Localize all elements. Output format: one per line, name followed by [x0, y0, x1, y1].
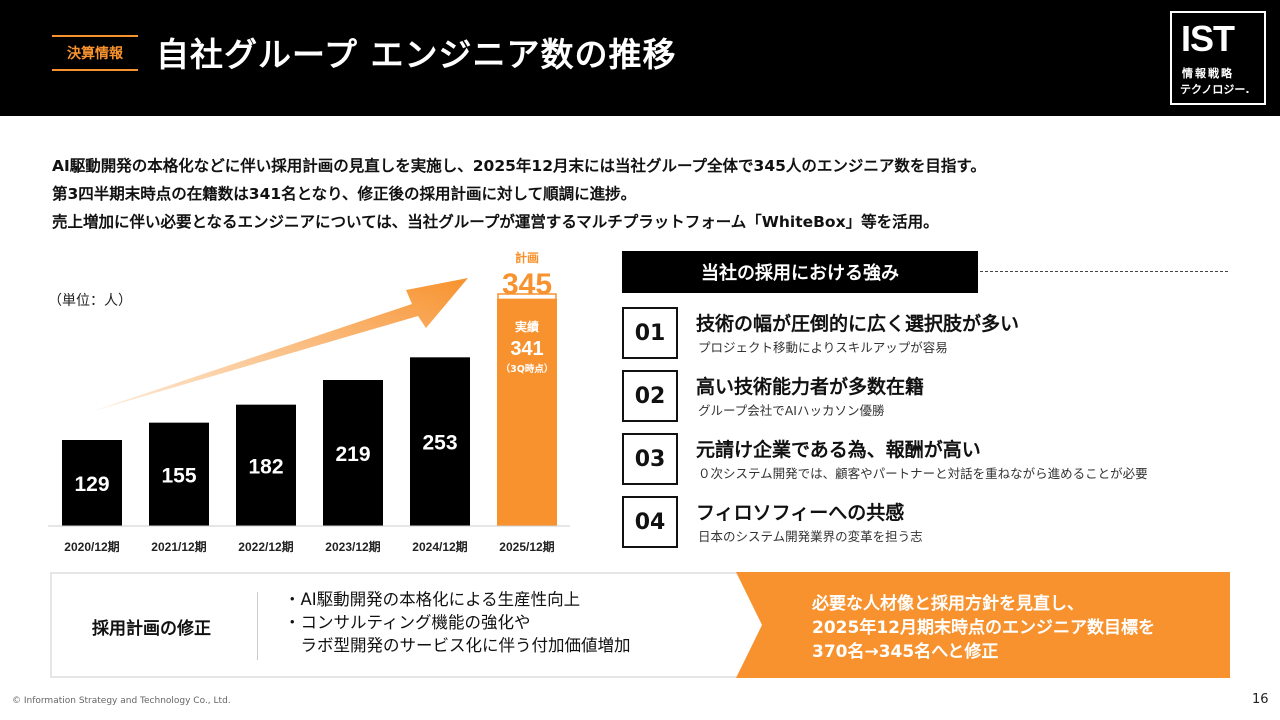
x-tick-label: 2024/12期	[412, 539, 467, 554]
strengths-heading: 当社の採用における強み	[622, 251, 978, 293]
revision-point: ラボ型開発のサービス化に伴う付加価値増加	[284, 636, 631, 655]
bar-value-label: 219	[335, 443, 370, 466]
strength-number: 01	[622, 307, 678, 359]
strength-desc: プロジェクト移動によりスキルアップが容易	[698, 340, 948, 355]
revision-divider	[257, 592, 258, 660]
revision-panel: 採用計画の修正 ・AI駆動開発の本格化による生産性向上 ・コンサルティング機能の…	[50, 572, 1230, 678]
revision-point: ・AI駆動開発の本格化による生産性向上	[284, 590, 581, 609]
revision-label: 採用計画の修正	[92, 619, 211, 639]
revision-point: ・コンサルティング機能の強化や	[284, 613, 531, 632]
intro-line: 売上増加に伴い必要となるエンジニアについては、当社グループが運営するマルチプラッ…	[52, 213, 939, 231]
logo-mark: IST	[1181, 18, 1235, 59]
revision-result-line: 必要な人材像と採用方針を見直し、	[812, 594, 1084, 614]
actual-value: 341	[510, 338, 543, 360]
revision-points: ・AI駆動開発の本格化による生産性向上 ・コンサルティング機能の強化や ラボ型開…	[284, 588, 631, 657]
strength-title: 高い技術能力者が多数在籍	[696, 376, 925, 398]
actual-note: （3Q時点）	[501, 363, 554, 375]
plan-value: 345	[502, 268, 552, 301]
section-tag: 決算情報	[52, 35, 138, 71]
x-tick-label: 2022/12期	[238, 539, 293, 554]
bar	[149, 422, 209, 526]
bar-value-label: 155	[161, 464, 196, 487]
revision-result: 必要な人材像と採用方針を見直し、 2025年12月期末時点のエンジニア数目標を …	[812, 592, 1155, 664]
bar-value-label: 182	[248, 455, 283, 478]
strength-item: 02 高い技術能力者が多数在籍 グループ会社でAIハッカソン優勝	[622, 370, 1242, 424]
strength-desc: 日本のシステム開発業界の変革を担う志	[698, 529, 923, 544]
chart-unit: （単位：人）	[48, 293, 132, 309]
strength-title: 技術の幅が圧倒的に広く選択肢が多い	[696, 313, 1020, 335]
strength-item: 03 元請け企業である為、報酬が高い ０次システム開発では、顧客やパートナーと対…	[622, 433, 1242, 487]
revision-result-line: 370名→345名へと修正	[812, 642, 999, 662]
header-bar: 決算情報 自社グループ エンジニア数の推移 IST 情報戦略 テクノロジー.	[0, 0, 1280, 116]
page-number: 16	[1252, 692, 1269, 707]
strength-desc: グループ会社でAIハッカソン優勝	[698, 403, 885, 418]
company-logo: IST 情報戦略 テクノロジー.	[1170, 11, 1266, 105]
x-tick-label: 2023/12期	[325, 539, 380, 554]
page-title: 自社グループ エンジニア数の推移	[156, 35, 677, 74]
strength-number: 04	[622, 496, 678, 548]
strength-title: フィロソフィーへの共感	[696, 502, 905, 524]
intro-line: 第3四半期末時点の在籍数は341名となり、修正後の採用計画に対して順調に進捗。	[52, 185, 637, 203]
engineer-count-chart: 129 155 182 219 253 2020/12期 2021/12期 2022/12期…	[48, 250, 570, 554]
x-tick-label: 2020/12期	[64, 539, 119, 554]
strength-title: 元請け企業である為、報酬が高い	[696, 439, 981, 461]
plan-label: 計画	[515, 250, 539, 265]
bar-2025-actual	[497, 298, 557, 526]
bar-value-label: 129	[74, 473, 109, 496]
intro-text: AI駆動開発の本格化などに伴い採用計画の見直しを実施し、2025年12月末には当…	[52, 152, 986, 236]
x-tick-label: 2021/12期	[151, 539, 206, 554]
logo-line-2: テクノロジー.	[1180, 83, 1250, 96]
strength-desc: ０次システム開発では、顧客やパートナーと対話を重ねながら進めることが必要	[698, 466, 1148, 481]
bar	[323, 379, 383, 526]
bar	[236, 404, 296, 526]
revision-result-line: 2025年12月期末時点のエンジニア数目標を	[812, 618, 1155, 638]
strength-number: 03	[622, 433, 678, 485]
strength-number: 02	[622, 370, 678, 422]
actual-label: 実績	[515, 319, 539, 334]
bar-value-label: 253	[422, 432, 457, 455]
x-tick-label: 2025/12期	[499, 539, 554, 554]
bar	[410, 357, 470, 526]
plan-marker	[497, 293, 557, 301]
logo-line-1: 情報戦略	[1182, 67, 1234, 80]
revision-arrow-shape	[736, 572, 1230, 678]
copyright: © Information Strategy and Technology Co…	[12, 696, 231, 706]
strength-item: 01 技術の幅が圧倒的に広く選択肢が多い プロジェクト移動によりスキルアップが容…	[622, 307, 1242, 361]
bar	[62, 439, 122, 526]
intro-line: AI駆動開発の本格化などに伴い採用計画の見直しを実施し、2025年12月末には当…	[52, 157, 986, 175]
growth-arrow	[90, 278, 468, 412]
heading-dash-line	[980, 271, 1228, 272]
strength-item: 04 フィロソフィーへの共感 日本のシステム開発業界の変革を担う志	[622, 496, 1242, 550]
